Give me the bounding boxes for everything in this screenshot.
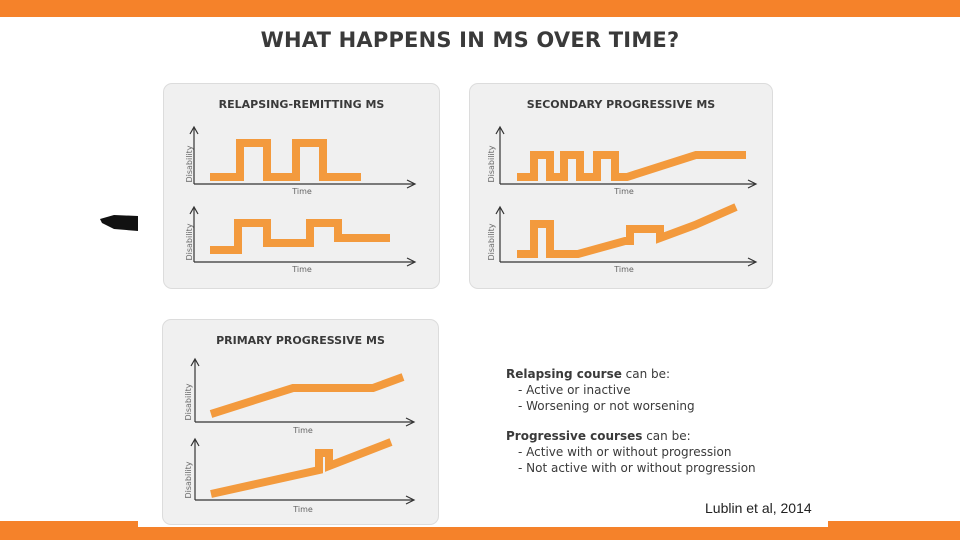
x-axis-label: Time bbox=[292, 426, 313, 435]
x-axis-arrow bbox=[747, 257, 758, 267]
relapsing-heading: Relapsing course can be: bbox=[506, 367, 756, 383]
secondary-progressive-panel: SECONDARY PROGRESSIVE MS Disability Time… bbox=[469, 83, 773, 289]
list-item: - Worsening or not worsening bbox=[518, 398, 695, 413]
panel-title: PRIMARY PROGRESSIVE MS bbox=[216, 334, 385, 347]
sp-course-line bbox=[517, 203, 738, 258]
y-axis-arrow bbox=[189, 125, 199, 135]
rr-course-line bbox=[210, 139, 361, 181]
y-axis-label: Disability bbox=[487, 145, 496, 182]
primary-progressive-panel: PRIMARY PROGRESSIVE MS Disability Time D… bbox=[162, 319, 439, 525]
x-axis-arrow bbox=[405, 417, 416, 427]
top-graph: Disability Time bbox=[185, 125, 417, 196]
progressive-bold: Progressive courses bbox=[506, 429, 643, 444]
bottom-graph: Disability Time bbox=[185, 205, 417, 274]
y-axis-arrow bbox=[495, 125, 505, 135]
x-axis-arrow bbox=[405, 495, 416, 505]
y-axis-label: Disability bbox=[185, 145, 194, 182]
x-axis-arrow bbox=[406, 257, 417, 267]
course-notes: Relapsing course can be: - Active or ina… bbox=[506, 367, 756, 477]
page-title: WHAT HAPPENS IN MS OVER TIME? bbox=[260, 28, 680, 52]
progressive-heading: Progressive courses can be: bbox=[506, 429, 756, 445]
x-axis-label: Time bbox=[291, 265, 312, 274]
citation: Lublin et al, 2014 bbox=[705, 500, 812, 516]
y-axis-arrow bbox=[189, 205, 199, 215]
x-axis-label: Time bbox=[613, 187, 634, 196]
top-graph: Disability Time bbox=[487, 125, 758, 196]
y-axis-arrow bbox=[190, 437, 200, 447]
list-item: - Active or inactive bbox=[518, 382, 631, 397]
bottom-bar-gap bbox=[138, 521, 828, 527]
bottom-graph: Disability Time bbox=[487, 203, 758, 274]
pp-course-line bbox=[209, 373, 405, 418]
x-axis-arrow bbox=[747, 179, 758, 189]
y-axis-arrow bbox=[190, 357, 200, 367]
list-item: - Not active with or without progression bbox=[518, 460, 756, 475]
panel-title: SECONDARY PROGRESSIVE MS bbox=[526, 98, 716, 111]
progressive-rest: can be: bbox=[642, 429, 691, 444]
x-axis-label: Time bbox=[291, 187, 312, 196]
y-axis-label: Disability bbox=[184, 461, 193, 498]
pp-course-line bbox=[210, 438, 393, 498]
x-axis-arrow bbox=[406, 179, 417, 189]
primary-progressive-graphs: Disability Time Disability Time bbox=[184, 357, 416, 514]
panel-title: RELAPSING-REMITTING MS bbox=[218, 98, 385, 111]
top-accent-bar bbox=[0, 0, 960, 17]
x-axis-label: Time bbox=[292, 505, 313, 514]
top-graph: Disability Time bbox=[184, 357, 416, 435]
y-axis-label: Disability bbox=[184, 383, 193, 420]
secondary-progressive-graphs: Disability Time Disability Time bbox=[487, 125, 758, 274]
sp-course-line bbox=[517, 151, 746, 181]
y-axis-label: Disability bbox=[487, 223, 496, 260]
list-item: - Active with or without progression bbox=[518, 445, 732, 460]
y-axis-label: Disability bbox=[185, 223, 194, 260]
x-axis-label: Time bbox=[613, 265, 634, 274]
relapsing-remitting-graphs: Disability Time Disability Time bbox=[185, 125, 417, 274]
bottom-graph: Disability Time bbox=[184, 437, 416, 514]
y-axis-arrow bbox=[495, 205, 505, 215]
relapsing-bold: Relapsing course bbox=[506, 367, 622, 381]
relapsing-remitting-panel: RELAPSING-REMITTING MS Disability Time D… bbox=[163, 83, 440, 289]
pointer-arrow-icon bbox=[100, 215, 138, 231]
relapsing-rest: can be: bbox=[621, 367, 671, 381]
rr-course-line bbox=[210, 219, 390, 254]
